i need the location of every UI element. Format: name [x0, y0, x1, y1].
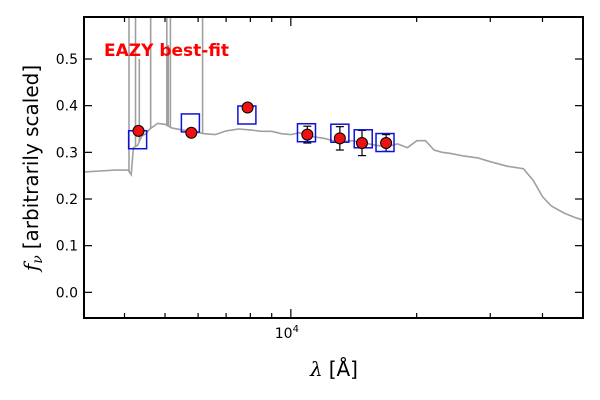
x-axis-label: λ [Å] — [309, 357, 358, 381]
y-tick-label: 0.4 — [56, 99, 78, 115]
y-tick-label: 0.3 — [56, 145, 78, 161]
x-tick-label-exponent: 4 — [293, 324, 299, 335]
plot-frame — [83, 16, 584, 319]
y-tick-label: 0.2 — [56, 192, 78, 208]
errorbar-layer — [134, 104, 391, 157]
model-photometry-box — [375, 132, 395, 153]
y-axis-text: [arbitrarily scaled] — [19, 65, 43, 249]
observed-photometry-point — [301, 128, 314, 141]
x-axis-unit: [Å] — [329, 357, 358, 381]
y-axis-label: fν[arbitrarily scaled] — [19, 65, 46, 273]
model-photometry-box — [296, 122, 317, 143]
observed-photometry-layer — [132, 101, 393, 149]
eazy-best-fit-label: EAZY best-fit — [104, 41, 229, 61]
x-tick-label-base: 10 — [275, 326, 293, 342]
observed-photometry-point — [132, 124, 145, 137]
observed-photometry-point — [241, 101, 254, 114]
x-axis-symbol: λ — [309, 357, 323, 381]
sed-model-line — [84, 122, 583, 221]
y-tick-label: 0.5 — [56, 52, 78, 68]
observed-photometry-point — [333, 132, 346, 145]
y-axis-subscript: ν — [30, 255, 46, 264]
axis-ticks: 0.0 0.1 0.2 0.3 0.4 0.5 104 — [56, 17, 583, 342]
x-tick-label: 104 — [275, 324, 299, 342]
y-tick-label: 0.0 — [56, 285, 78, 301]
observed-photometry-point — [185, 126, 198, 139]
observed-photometry-point — [380, 137, 393, 149]
observed-photometry-point — [356, 137, 369, 149]
y-tick-label: 0.1 — [56, 239, 78, 255]
